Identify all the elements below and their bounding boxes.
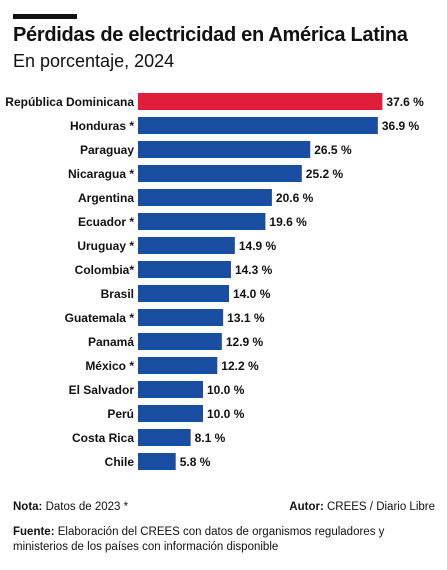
- category-label: Chile: [105, 455, 135, 469]
- value-label: 13.1 %: [227, 311, 265, 325]
- value-label: 10.0 %: [207, 383, 245, 397]
- value-label: 12.2 %: [221, 359, 259, 373]
- value-label: 10.0 %: [207, 407, 245, 421]
- note-text: Datos de 2023 *: [45, 501, 129, 513]
- category-label: Costa Rica: [72, 431, 134, 445]
- bar: [138, 285, 229, 302]
- value-label: 12.9 %: [226, 335, 264, 349]
- bar: [138, 357, 218, 374]
- bar: [138, 93, 383, 110]
- bar: [138, 141, 311, 158]
- value-label: 20.6 %: [276, 191, 314, 205]
- bar-chart: República Dominicana 37.6 % Honduras * 36.9…: [5, 93, 424, 470]
- category-label: Ecuador *: [78, 215, 134, 229]
- author-label: Autor:: [289, 501, 324, 513]
- bar: [138, 189, 272, 206]
- chart-subtitle: En porcentaje, 2024: [13, 51, 175, 71]
- bar: [138, 261, 231, 278]
- category-label: Nicaragua *: [68, 167, 134, 181]
- bar: [138, 405, 203, 422]
- category-label: Perú: [107, 407, 134, 421]
- category-label: Guatemala *: [65, 311, 135, 325]
- bar: [138, 453, 176, 470]
- category-label: Brasil: [101, 287, 134, 301]
- bar: [138, 333, 222, 350]
- footnote-note: Nota: Datos de 2023 *: [13, 500, 128, 515]
- category-label: Colombia*: [75, 263, 135, 277]
- bar: [138, 213, 266, 230]
- value-label: 8.1 %: [195, 431, 226, 445]
- author-text: CREES / Diario Libre: [326, 501, 435, 513]
- bar: [138, 165, 302, 182]
- bar: [138, 429, 191, 446]
- category-label: Uruguay *: [77, 239, 134, 253]
- value-label: 5.8 %: [180, 455, 211, 469]
- value-label: 26.5 %: [314, 143, 352, 157]
- bar: [138, 237, 235, 254]
- category-label: El Salvador: [69, 383, 135, 397]
- source-label: Fuente:: [13, 526, 55, 538]
- bar: [138, 309, 224, 326]
- value-label: 14.0 %: [233, 287, 271, 301]
- value-label: 37.6 %: [386, 95, 424, 109]
- bar: [138, 381, 203, 398]
- category-label: República Dominicana: [5, 95, 134, 109]
- category-label: Argentina: [78, 191, 134, 205]
- note-label: Nota:: [13, 501, 43, 513]
- footnote-source: Fuente: Elaboración del CREES con datos …: [13, 525, 433, 555]
- title-rule: [13, 14, 77, 19]
- value-label: 14.9 %: [239, 239, 277, 253]
- footnote-author: Autor: CREES / Diario Libre: [289, 500, 435, 515]
- value-label: 25.2 %: [306, 167, 344, 181]
- category-label: México *: [85, 359, 134, 373]
- category-label: Honduras *: [70, 119, 134, 133]
- bar: [138, 117, 378, 134]
- category-label: Paraguay: [80, 143, 134, 157]
- source-text: Elaboración del CREES con datos de organ…: [13, 526, 385, 553]
- category-label: Panamá: [88, 335, 134, 349]
- value-label: 36.9 %: [382, 119, 420, 133]
- value-label: 19.6 %: [269, 215, 307, 229]
- value-label: 14.3 %: [235, 263, 273, 277]
- chart-title: Pérdidas de electricidad en América Lati…: [13, 24, 408, 46]
